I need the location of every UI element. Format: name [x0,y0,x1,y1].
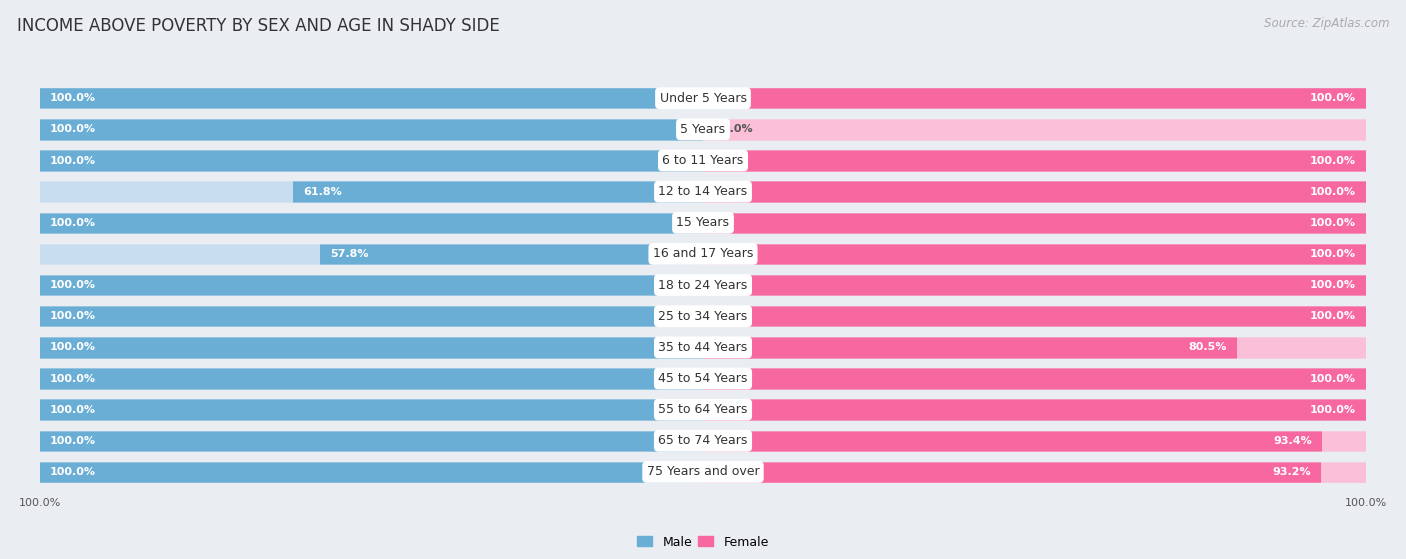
Bar [703,212,1365,234]
Text: 0.0%: 0.0% [723,124,754,134]
Bar [703,336,1237,358]
Bar [703,305,1365,328]
Text: 100.0%: 100.0% [51,124,96,134]
Bar [703,243,1365,265]
Bar [41,212,703,234]
Text: 100.0%: 100.0% [1344,499,1386,509]
Text: 100.0%: 100.0% [1310,93,1355,103]
Text: 93.2%: 93.2% [1272,467,1310,477]
Bar [703,367,1365,390]
Bar [41,430,703,452]
Text: 100.0%: 100.0% [51,373,96,383]
Text: 100.0%: 100.0% [1310,249,1355,259]
Text: 100.0%: 100.0% [1310,155,1355,165]
Text: INCOME ABOVE POVERTY BY SEX AND AGE IN SHADY SIDE: INCOME ABOVE POVERTY BY SEX AND AGE IN S… [17,17,499,35]
Text: 100.0%: 100.0% [1310,218,1355,228]
Bar [41,87,703,110]
Bar [703,274,1365,296]
Text: 61.8%: 61.8% [304,187,342,197]
Bar [703,212,1365,234]
Bar [41,118,703,140]
Bar [41,399,703,421]
Text: 6 to 11 Years: 6 to 11 Years [662,154,744,167]
Bar [41,399,703,421]
Bar [703,181,1365,203]
Bar [703,149,1365,172]
Bar [41,430,703,452]
Bar [703,430,1322,452]
Text: 100.0%: 100.0% [1310,311,1355,321]
Bar [41,149,703,172]
Text: 93.4%: 93.4% [1274,436,1312,446]
Text: 100.0%: 100.0% [51,342,96,352]
Text: 100.0%: 100.0% [51,311,96,321]
Text: Source: ZipAtlas.com: Source: ZipAtlas.com [1264,17,1389,30]
Text: 100.0%: 100.0% [1310,280,1355,290]
Bar [41,87,703,110]
Bar [703,274,1365,296]
Bar [41,305,703,328]
Bar [41,367,703,390]
Text: 12 to 14 Years: 12 to 14 Years [658,185,748,198]
Bar [703,430,1365,452]
Bar [294,181,703,203]
Bar [703,399,1365,421]
Bar [41,461,703,483]
Bar [41,149,703,172]
Text: 100.0%: 100.0% [1310,405,1355,415]
Bar [41,336,703,358]
Bar [41,461,703,483]
Bar [703,399,1365,421]
Bar [41,274,703,296]
Text: 100.0%: 100.0% [51,436,96,446]
Text: 65 to 74 Years: 65 to 74 Years [658,434,748,447]
Bar [41,118,703,140]
Text: 100.0%: 100.0% [20,499,62,509]
Text: 15 Years: 15 Years [676,216,730,229]
Text: 100.0%: 100.0% [51,93,96,103]
Bar [41,212,703,234]
Bar [41,305,703,328]
Text: 55 to 64 Years: 55 to 64 Years [658,403,748,416]
Bar [703,461,1320,483]
Text: 5 Years: 5 Years [681,123,725,136]
Bar [703,87,1365,110]
Text: 80.5%: 80.5% [1188,342,1226,352]
Bar [41,336,703,358]
Legend: Male, Female: Male, Female [633,530,773,553]
Bar [703,149,1365,172]
Bar [41,243,703,265]
Bar [703,461,1365,483]
Bar [703,336,1365,358]
Text: 16 and 17 Years: 16 and 17 Years [652,248,754,260]
Bar [703,367,1365,390]
Bar [321,243,703,265]
Text: 100.0%: 100.0% [51,155,96,165]
Bar [41,274,703,296]
Text: 100.0%: 100.0% [51,280,96,290]
Bar [703,118,1365,140]
Text: 25 to 34 Years: 25 to 34 Years [658,310,748,323]
Text: 18 to 24 Years: 18 to 24 Years [658,278,748,292]
Bar [41,367,703,390]
Bar [703,181,1365,203]
Text: 100.0%: 100.0% [1310,373,1355,383]
Text: 100.0%: 100.0% [51,405,96,415]
Text: 57.8%: 57.8% [330,249,368,259]
Text: 100.0%: 100.0% [1310,187,1355,197]
Bar [703,243,1365,265]
Bar [703,87,1365,110]
Bar [703,305,1365,328]
Text: 45 to 54 Years: 45 to 54 Years [658,372,748,385]
Text: 75 Years and over: 75 Years and over [647,466,759,479]
Text: 100.0%: 100.0% [51,467,96,477]
Text: 35 to 44 Years: 35 to 44 Years [658,341,748,354]
Bar [41,181,703,203]
Text: Under 5 Years: Under 5 Years [659,92,747,105]
Text: 100.0%: 100.0% [51,218,96,228]
